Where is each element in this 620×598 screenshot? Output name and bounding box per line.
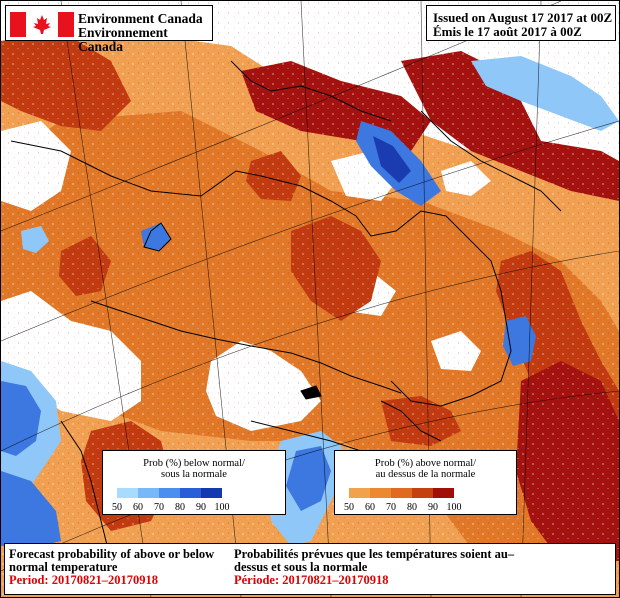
below-normal-area (503, 316, 536, 366)
legend-tick-label: 80 (175, 502, 185, 513)
legend-swatch (370, 488, 391, 498)
legend-tick-label: 60 (133, 502, 143, 513)
legend-below-title-line2: sous la normale (161, 469, 227, 480)
below-normal-area (471, 56, 619, 131)
legend-swatch (349, 488, 370, 498)
issued-en: Issued on August 17 2017 at 00Z (433, 10, 613, 25)
legend-swatch (201, 488, 222, 498)
agency-name: Environment Canada Environnement Canada (78, 12, 212, 54)
issued-text: Issued on August 17 2017 at 00Z Émis le … (433, 11, 612, 39)
legend-swatch (138, 488, 159, 498)
legend-above-title: Prob (%) above normal/ au dessus de la n… (335, 458, 516, 480)
legend-swatch (433, 488, 454, 498)
legend-tick-label: 50 (344, 502, 354, 513)
legend-above-title-line2: au dessus de la normale (375, 469, 476, 480)
below-normal-area (21, 226, 49, 253)
footer-caption: Forecast probability of above or below n… (4, 543, 616, 595)
legend-below-ticks: 50 60 70 80 90 100 (107, 502, 277, 514)
canada-flag-icon (10, 12, 74, 37)
agency-name-en: Environment Canada (78, 11, 203, 26)
below-normal-strong (1, 381, 41, 456)
footer-title-fr: Probabilités prévues que les température… (234, 547, 515, 574)
legend-swatch (180, 488, 201, 498)
legend-tick-label: 50 (112, 502, 122, 513)
below-normal-strong (286, 446, 331, 511)
issued-fr: Émis le 17 août 2017 à 00Z (433, 24, 582, 39)
legend-above-normal: Prob (%) above normal/ au dessus de la n… (334, 450, 517, 515)
footer-title-en: Forecast probability of above or below n… (9, 547, 215, 574)
agency-title-box: Environment Canada Environnement Canada (5, 5, 213, 54)
coastlines (10, 60, 562, 562)
legend-above-title-line1: Prob (%) above normal/ (374, 458, 477, 469)
agency-name-fr: Environnement Canada (78, 25, 168, 54)
footer-en: Forecast probability of above or below n… (9, 548, 231, 587)
legend-above-swatches (349, 488, 454, 498)
footer-period-fr: Période: 20170821–20170918 (234, 573, 389, 587)
legend-below-title: Prob (%) below normal/ sous la normale (103, 458, 285, 480)
legend-below-normal: Prob (%) below normal/ sous la normale 5… (102, 450, 286, 515)
below-normal-strong (373, 136, 411, 183)
footer-period-en: Period: 20170821–20170918 (9, 573, 158, 587)
below-normal-area (1, 471, 61, 546)
legend-tick-label: 70 (386, 502, 396, 513)
legend-below-title-line1: Prob (%) below normal/ (143, 458, 245, 469)
legend-tick-label: 100 (446, 502, 462, 513)
legend-swatch (391, 488, 412, 498)
legend-above-ticks: 50 60 70 80 90 100 (339, 502, 509, 514)
legend-below-swatches (117, 488, 222, 498)
legend-tick-label: 100 (214, 502, 230, 513)
legend-tick-label: 90 (196, 502, 206, 513)
footer-fr: Probabilités prévues que les température… (234, 548, 519, 587)
legend-tick-label: 90 (428, 502, 438, 513)
below-normal-area (141, 223, 171, 251)
legend-tick-label: 70 (154, 502, 164, 513)
legend-tick-label: 80 (407, 502, 417, 513)
legend-swatch (412, 488, 433, 498)
legend-swatch (117, 488, 138, 498)
legend-tick-label: 60 (365, 502, 375, 513)
issued-box: Issued on August 17 2017 at 00Z Émis le … (426, 5, 616, 41)
legend-swatch (159, 488, 180, 498)
